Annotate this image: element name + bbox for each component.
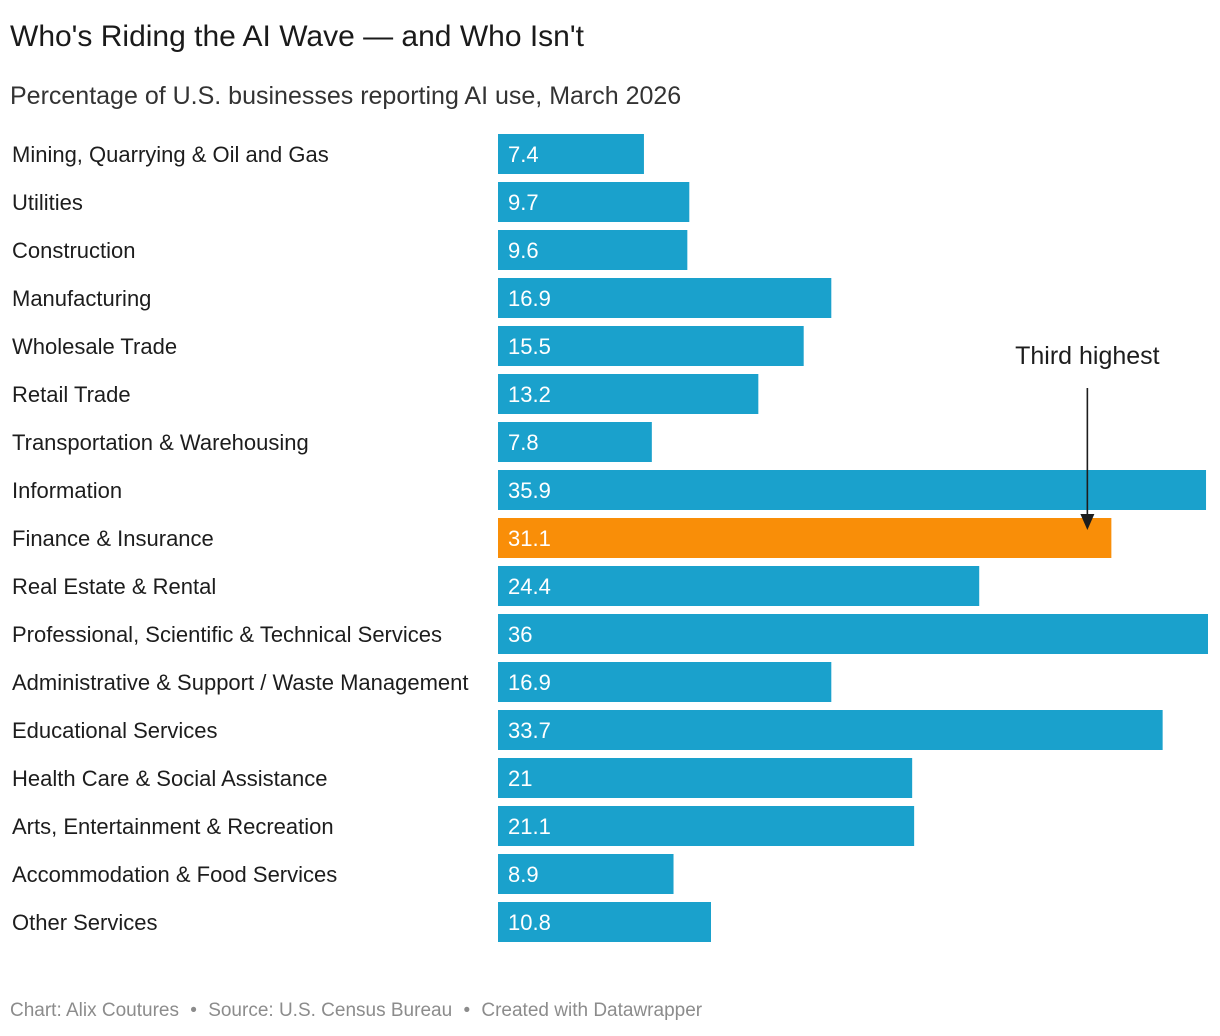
- value-label: 7.8: [508, 430, 539, 455]
- bar: [498, 758, 913, 798]
- value-label: 15.5: [508, 334, 551, 359]
- bar: [498, 278, 832, 318]
- value-label: 16.9: [508, 286, 551, 311]
- bar: [498, 134, 644, 174]
- bar: [498, 374, 759, 414]
- category-label: Utilities: [12, 190, 83, 215]
- chart-subtitle: Percentage of U.S. businesses reporting …: [10, 82, 682, 110]
- value-label: 33.7: [508, 718, 551, 743]
- category-label: Other Services: [12, 910, 158, 935]
- annotation-arrowhead: [1080, 514, 1095, 530]
- bar: [498, 710, 1163, 750]
- value-label: 16.9: [508, 670, 551, 695]
- bar: [498, 662, 832, 702]
- bar: [498, 326, 804, 366]
- category-label: Educational Services: [12, 718, 217, 743]
- bar: [498, 806, 915, 846]
- bar-highlighted: [498, 518, 1112, 558]
- footer-credit: Chart: Alix Coutures: [10, 1000, 179, 1021]
- footer-separator: •: [190, 1000, 197, 1021]
- category-label: Administrative & Support / Waste Managem…: [12, 670, 469, 695]
- category-label: Information: [12, 478, 122, 503]
- bar: [498, 854, 674, 894]
- bar: [498, 566, 980, 606]
- annotation-text: Third highest: [1015, 342, 1160, 370]
- bar: [498, 230, 688, 270]
- bar: [498, 422, 652, 462]
- value-label: 21.1: [508, 814, 551, 839]
- category-label: Construction: [12, 238, 136, 263]
- footer-source: Source: U.S. Census Bureau: [208, 1000, 453, 1021]
- value-label: 9.7: [508, 190, 539, 215]
- value-label: 31.1: [508, 526, 551, 551]
- value-label: 7.4: [508, 142, 539, 167]
- category-label: Arts, Entertainment & Recreation: [12, 814, 334, 839]
- chart-title: Who's Riding the AI Wave — and Who Isn't: [10, 20, 584, 53]
- category-label: Retail Trade: [12, 382, 131, 407]
- chart-footer: Chart: Alix Coutures • Source: U.S. Cens…: [10, 1000, 702, 1022]
- category-label: Wholesale Trade: [12, 334, 177, 359]
- bar: [498, 182, 690, 222]
- category-label: Finance & Insurance: [12, 526, 214, 551]
- value-label: 9.6: [508, 238, 539, 263]
- value-label: 24.4: [508, 574, 551, 599]
- category-label: Transportation & Warehousing: [12, 430, 309, 455]
- category-label: Professional, Scientific & Technical Ser…: [12, 622, 442, 647]
- footer-separator: •: [463, 1000, 471, 1021]
- value-label: 36: [508, 622, 532, 647]
- bar: [498, 902, 711, 942]
- category-label: Manufacturing: [12, 286, 151, 311]
- category-label: Accommodation & Food Services: [12, 862, 337, 887]
- value-label: 21: [508, 766, 532, 791]
- category-label: Real Estate & Rental: [12, 574, 216, 599]
- value-label: 13.2: [508, 382, 551, 407]
- value-label: 10.8: [508, 910, 551, 935]
- bar: [498, 470, 1207, 510]
- value-label: 35.9: [508, 478, 551, 503]
- value-label: 8.9: [508, 862, 539, 887]
- category-label: Health Care & Social Assistance: [12, 766, 328, 791]
- footer-created-with: Created with Datawrapper: [481, 1000, 703, 1021]
- bar: [498, 614, 1208, 654]
- category-label: Mining, Quarrying & Oil and Gas: [12, 142, 329, 167]
